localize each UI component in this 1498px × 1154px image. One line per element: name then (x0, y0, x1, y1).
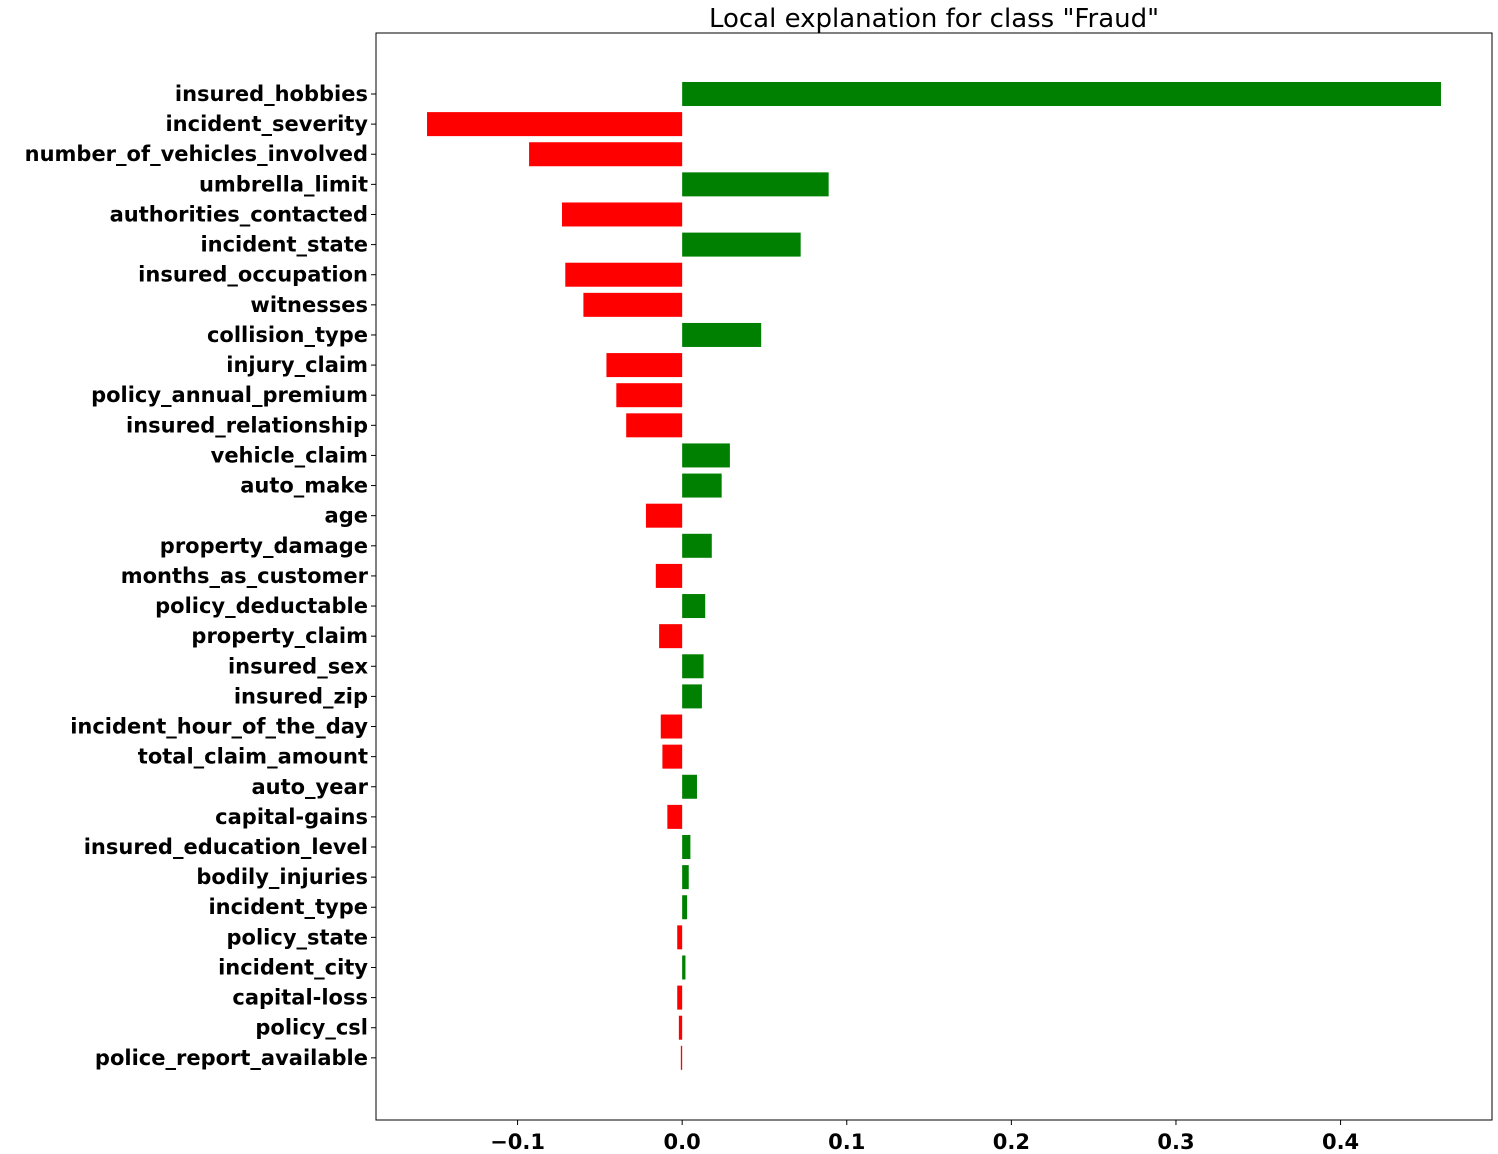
category-label-incident_type: incident_type (208, 895, 368, 919)
category-label-vehicle_claim: vehicle_claim (211, 443, 368, 467)
bar-capital-loss (677, 985, 683, 1010)
category-label-bodily_injuries: bodily_injuries (196, 865, 368, 889)
bar-policy_deductable (682, 594, 706, 619)
bar-authorities_contacted (562, 202, 683, 227)
bar-policy_csl (678, 1015, 683, 1040)
category-label-insured_sex: insured_sex (228, 654, 368, 678)
category-label-insured_education_level: insured_education_level (84, 835, 368, 859)
x-tick-label: 0.2 (993, 1130, 1030, 1154)
category-label-property_damage: property_damage (160, 534, 368, 558)
x-tick-label: 0.1 (828, 1130, 865, 1154)
category-label-insured_zip: insured_zip (234, 684, 368, 708)
category-label-umbrella_limit: umbrella_limit (199, 172, 368, 196)
bar-incident_city (682, 955, 686, 980)
category-label-incident_city: incident_city (218, 955, 368, 979)
bar-age (645, 503, 683, 528)
bar-incident_severity (427, 112, 683, 137)
category-label-policy_state: policy_state (227, 925, 368, 949)
category-label-policy_annual_premium: policy_annual_premium (91, 383, 368, 407)
category-label-total_claim_amount: total_claim_amount (138, 745, 368, 769)
bar-insured_education_level (682, 835, 691, 859)
category-label-insured_hobbies: insured_hobbies (175, 82, 368, 106)
category-label-authorities_contacted: authorities_contacted (110, 202, 368, 226)
bar-umbrella_limit (682, 172, 829, 197)
bar-auto_make (682, 473, 722, 498)
bar-policy_annual_premium (616, 383, 683, 408)
bar-incident_type (682, 895, 688, 920)
category-label-auto_year: auto_year (251, 775, 368, 799)
bar-insured_relationship (626, 413, 683, 438)
bar-capital-gains (667, 804, 683, 829)
bar-total_claim_amount (662, 744, 683, 769)
bar-collision_type (682, 322, 762, 347)
bar-insured_sex (682, 654, 704, 679)
bars-group (427, 82, 1441, 1070)
category-label-number_of_vehicles_involved: number_of_vehicles_involved (25, 142, 368, 166)
category-label-injury_claim: injury_claim (226, 353, 368, 377)
bar-insured_zip (682, 684, 702, 709)
bar-property_damage (682, 533, 712, 558)
bar-policy_state (677, 925, 683, 950)
x-tick-label: 0.4 (1322, 1130, 1359, 1154)
chart-title: Local explanation for class "Fraud" (709, 4, 1159, 34)
category-label-insured_occupation: insured_occupation (138, 263, 368, 287)
category-label-collision_type: collision_type (207, 323, 368, 347)
bar-number_of_vehicles_involved (529, 142, 683, 167)
category-label-capital-loss: capital-loss (232, 986, 368, 1010)
category-label-incident_state: incident_state (200, 233, 368, 257)
category-label-months_as_customer: months_as_customer (121, 564, 369, 588)
category-label-auto_make: auto_make (240, 474, 368, 498)
bar-incident_hour_of_the_day (660, 714, 683, 739)
category-label-policy_csl: policy_csl (255, 1016, 368, 1040)
bar-witnesses (583, 292, 683, 317)
bar-police_report_available (680, 1045, 683, 1070)
category-labels-group: insured_hobbies incident_severity number_o… (25, 82, 376, 1070)
bar-property_claim (659, 624, 683, 649)
bar-auto_year (682, 774, 697, 799)
bar-insured_hobbies (682, 82, 1441, 106)
x-tick-label: 0.3 (1157, 1130, 1194, 1154)
bar-injury_claim (606, 353, 683, 378)
bar-months_as_customer (655, 563, 683, 588)
category-label-incident_hour_of_the_day: incident_hour_of_the_day (70, 715, 368, 739)
category-label-witnesses: witnesses (250, 293, 368, 317)
x-tick-label: 0.0 (664, 1130, 701, 1154)
bar-vehicle_claim (682, 443, 730, 468)
plot-frame (375, 32, 1493, 1121)
category-label-incident_severity: incident_severity (165, 112, 368, 136)
bar-insured_occupation (565, 262, 683, 287)
category-label-property_claim: property_claim (191, 624, 368, 648)
x-axis-ticks-group: −0.1 0.0 0.1 0.2 0.3 0.4 (490, 1120, 1359, 1154)
bar-bodily_injuries (682, 865, 689, 890)
category-label-policy_deductable: policy_deductable (155, 594, 368, 618)
bar-incident_state (682, 232, 801, 257)
category-label-age: age (325, 504, 368, 528)
x-tick-label: −0.1 (490, 1130, 545, 1154)
category-label-police_report_available: police_report_available (95, 1046, 368, 1070)
category-label-insured_relationship: insured_relationship (126, 413, 368, 437)
category-label-capital-gains: capital-gains (215, 805, 368, 829)
